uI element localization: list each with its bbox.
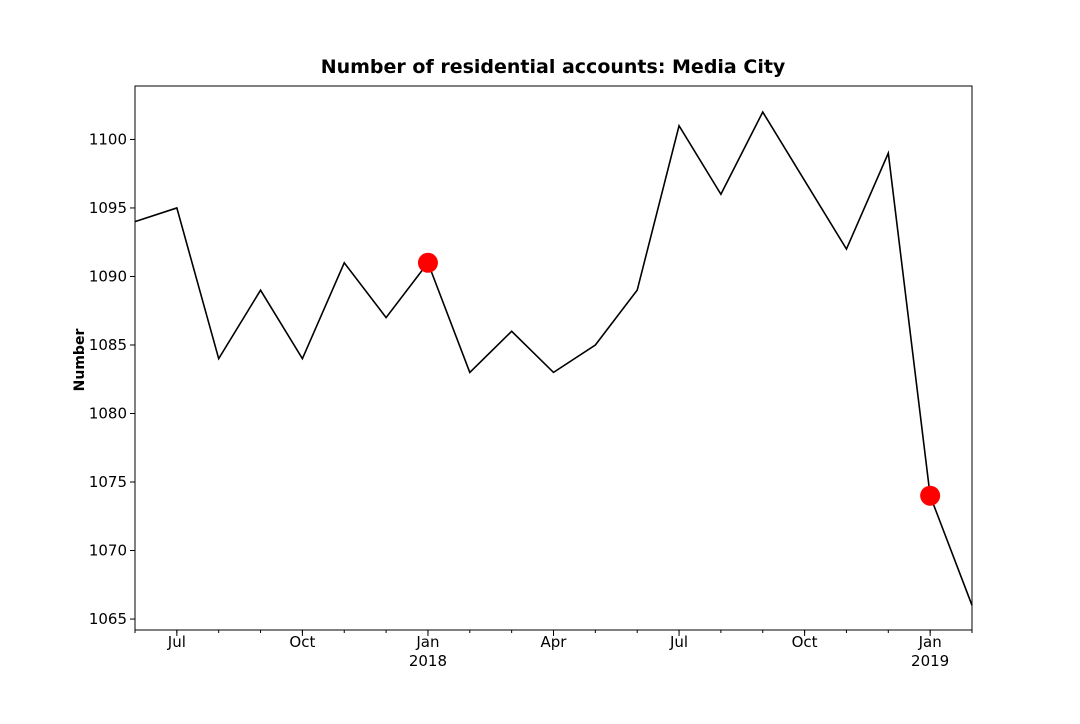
y-tick-label: 1080 <box>89 404 127 422</box>
y-tick-label: 1065 <box>89 610 127 628</box>
plot-frame <box>134 85 973 631</box>
y-tick-label: 1095 <box>89 199 127 217</box>
x-tick-label: Oct <box>289 633 315 651</box>
highlight-marker <box>417 252 438 273</box>
y-tick-label: 1075 <box>89 473 127 491</box>
y-tick-label: 1100 <box>89 130 127 148</box>
y-axis-label: Number <box>72 329 88 392</box>
x-tick-label: Jul <box>669 633 688 651</box>
x-tick-label: Apr <box>541 633 568 651</box>
x-tick-sublabel: 2018 <box>409 652 447 670</box>
x-tick-label: Jul <box>167 633 186 651</box>
x-tick-sublabel: 2019 <box>911 652 949 670</box>
highlight-marker <box>920 485 941 506</box>
chart-title: Number of residential accounts: Media Ci… <box>321 56 786 78</box>
y-tick-label: 1090 <box>89 267 127 285</box>
x-tick-label: Jan <box>415 633 439 651</box>
data-line <box>134 110 973 606</box>
x-tick-label: Jan <box>918 633 942 651</box>
y-tick-label: 1070 <box>89 542 127 560</box>
x-tick-label: Oct <box>792 633 818 651</box>
y-tick-label: 1085 <box>89 336 127 354</box>
